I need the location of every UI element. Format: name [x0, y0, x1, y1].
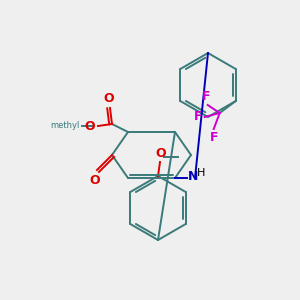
Text: methyl: methyl [51, 122, 80, 130]
Text: F: F [202, 90, 210, 103]
Text: F: F [194, 110, 203, 124]
Text: F: F [209, 131, 218, 144]
Text: O: O [156, 147, 166, 160]
Text: O: O [90, 174, 100, 187]
Text: O: O [84, 121, 95, 134]
Text: H: H [197, 168, 206, 178]
Text: O: O [104, 92, 114, 105]
Text: N: N [188, 170, 198, 184]
